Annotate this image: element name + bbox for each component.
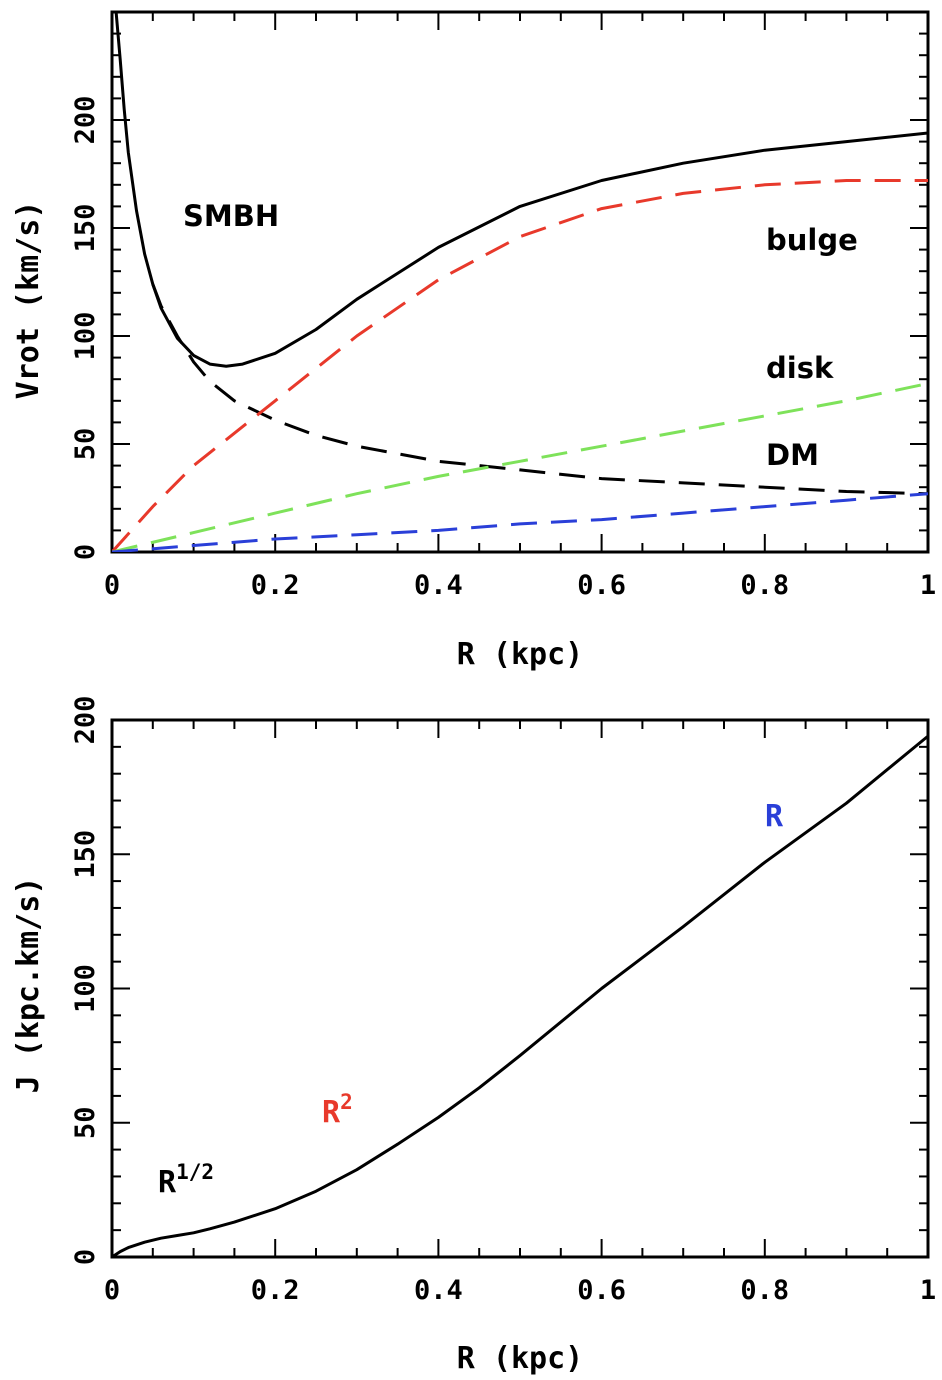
annotation-r-half: R1/2 xyxy=(158,1160,214,1200)
annotation-r-half-sup: 1/2 xyxy=(176,1160,214,1184)
y-tick-label: 200 xyxy=(70,696,101,745)
y-tick-label: 0 xyxy=(70,544,101,560)
x-tick-label: 1 xyxy=(920,1275,936,1306)
x-tick-label: 0.2 xyxy=(251,570,300,601)
annotation-r-squared-base: R xyxy=(322,1095,341,1130)
bottom-tick-labels: 0 0.2 0.4 0.6 0.8 1 0 50 100 150 200 xyxy=(70,696,936,1306)
x-tick-label: 0.8 xyxy=(740,570,789,601)
top-series xyxy=(112,12,928,552)
top-tick-labels: 0 0.2 0.4 0.6 0.8 1 0 50 100 150 200 xyxy=(70,96,936,601)
angular-momentum-chart: 0 0.2 0.4 0.6 0.8 1 0 50 100 150 200 R (kpc) J (kp… xyxy=(11,696,936,1376)
x-tick-label: 0 xyxy=(104,1275,120,1306)
y-tick-label: 100 xyxy=(70,964,101,1013)
annotation-r-linear: R xyxy=(765,799,784,834)
y-tick-label: 200 xyxy=(70,96,101,145)
top-ticks xyxy=(111,11,929,553)
bottom-x-axis-label: R (kpc) xyxy=(457,1341,583,1376)
top-x-axis-label: R (kpc) xyxy=(457,637,583,672)
annotation-bulge: bulge xyxy=(766,223,858,257)
series-line-1 xyxy=(151,283,928,496)
annotation-dm: DM xyxy=(766,438,819,472)
y-tick-label: 150 xyxy=(70,204,101,253)
bottom-ticks xyxy=(111,719,929,1258)
series-line-4 xyxy=(112,492,928,552)
y-tick-label: 100 xyxy=(70,312,101,361)
annotation-r-squared: R2 xyxy=(322,1090,353,1130)
y-tick-label: 0 xyxy=(70,1249,101,1265)
x-tick-label: 0.6 xyxy=(577,570,626,601)
y-tick-label: 50 xyxy=(70,428,101,461)
x-tick-label: 1 xyxy=(920,570,936,601)
bottom-y-axis-label: J (kpc.km/s) xyxy=(11,877,46,1094)
annotation-disk: disk xyxy=(766,351,834,385)
annotation-r-half-base: R xyxy=(158,1165,177,1200)
x-tick-label: 0.2 xyxy=(251,1275,300,1306)
y-tick-label: 50 xyxy=(70,1106,101,1139)
series-line-0 xyxy=(112,734,928,1257)
series-line-3 xyxy=(112,382,928,552)
bottom-series xyxy=(112,734,928,1257)
y-tick-label: 150 xyxy=(70,830,101,879)
x-tick-label: 0.6 xyxy=(577,1275,626,1306)
annotation-r-squared-sup: 2 xyxy=(340,1090,353,1114)
x-tick-label: 0.8 xyxy=(740,1275,789,1306)
x-tick-label: 0.4 xyxy=(414,570,463,601)
x-tick-label: 0 xyxy=(104,570,120,601)
annotation-smbh: SMBH xyxy=(183,199,279,233)
series-line-2 xyxy=(112,179,928,552)
rotation-curve-chart: 0 0.2 0.4 0.6 0.8 1 0 50 100 150 200 R (kpc) Vrot … xyxy=(11,10,936,672)
series-line-0 xyxy=(114,12,928,368)
top-y-axis-label: Vrot (km/s) xyxy=(11,201,46,400)
x-tick-label: 0.4 xyxy=(414,1275,463,1306)
bottom-plot-frame xyxy=(110,718,930,1259)
